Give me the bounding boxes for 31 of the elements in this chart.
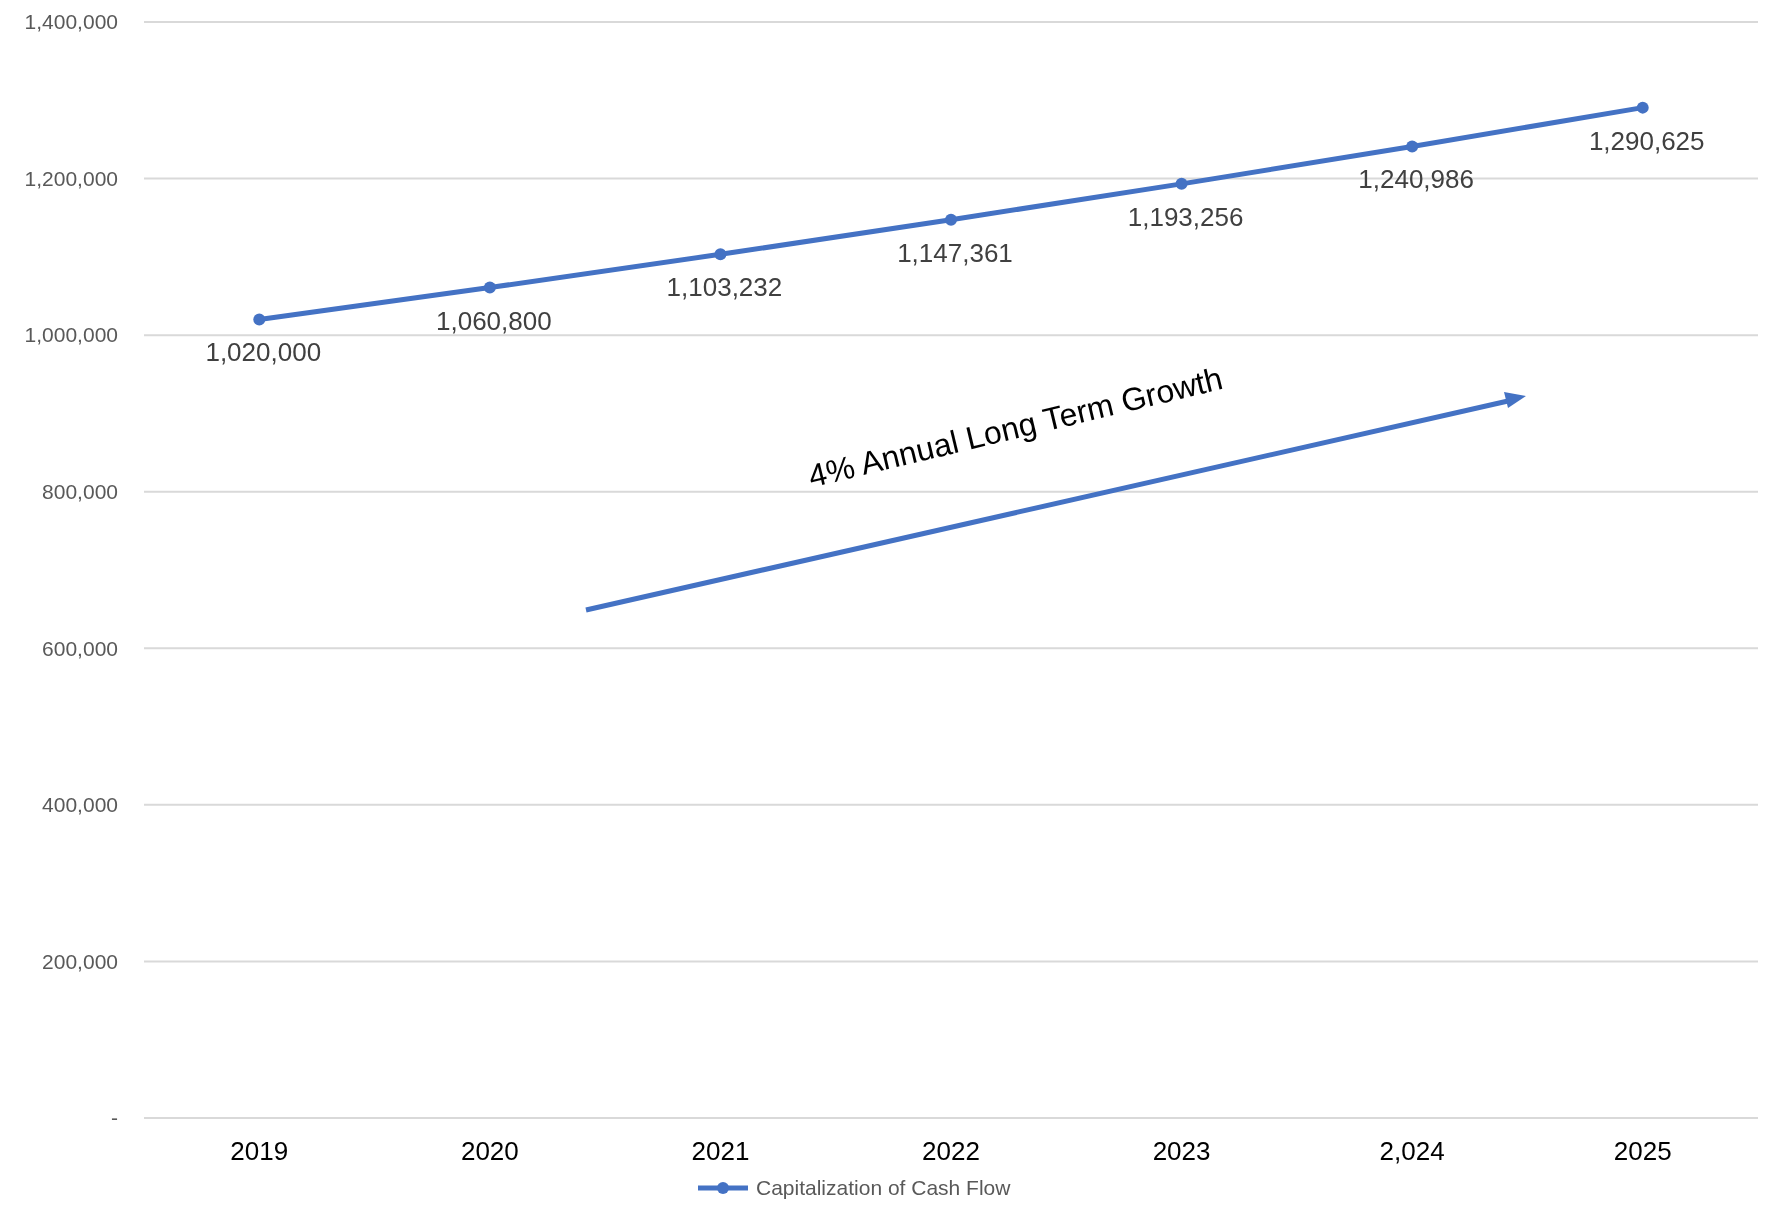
point <box>714 248 727 261</box>
y-tick-label: 400,000 <box>42 793 118 817</box>
data-label: 1,290,625 <box>1588 125 1705 156</box>
legend-label: Capitalization of Cash Flow <box>756 1176 1012 1200</box>
y-tick-label: - <box>111 1106 118 1130</box>
y-tick-label: 1,400,000 <box>24 10 118 34</box>
x-tick-label: 2025 <box>1613 1136 1672 1166</box>
x-tick-label: 2019 <box>230 1136 289 1166</box>
point <box>945 213 957 226</box>
data-label: 1,240,986 <box>1358 164 1474 195</box>
data-label: 1,193,256 <box>1127 201 1244 232</box>
data-label: 1,147,361 <box>897 237 1013 268</box>
y-tick-label: 800,000 <box>42 480 118 504</box>
x-tick-label: 2023 <box>1152 1136 1211 1166</box>
point <box>1175 177 1188 190</box>
x-tick-label: 2020 <box>460 1136 519 1166</box>
x-tick-label: 2021 <box>691 1136 750 1166</box>
x-tick-label: 2022 <box>922 1136 980 1166</box>
y-tick-label: 1,000,000 <box>24 323 118 347</box>
y-tick-label: 200,000 <box>42 949 118 973</box>
data-label: 1,060,800 <box>436 305 552 336</box>
point <box>483 281 496 294</box>
data-label: 1,020,000 <box>205 337 322 368</box>
point <box>253 313 266 326</box>
data-label: 1,103,232 <box>666 272 783 303</box>
y-tick-label: 1,200,000 <box>24 166 118 190</box>
y-tick-label: 600,000 <box>42 636 118 660</box>
point <box>1406 140 1419 153</box>
annotation: 4% Annual Long Term Growth <box>804 360 1227 495</box>
point <box>1636 101 1649 114</box>
x-tick-label: 2,024 <box>1379 1136 1445 1166</box>
